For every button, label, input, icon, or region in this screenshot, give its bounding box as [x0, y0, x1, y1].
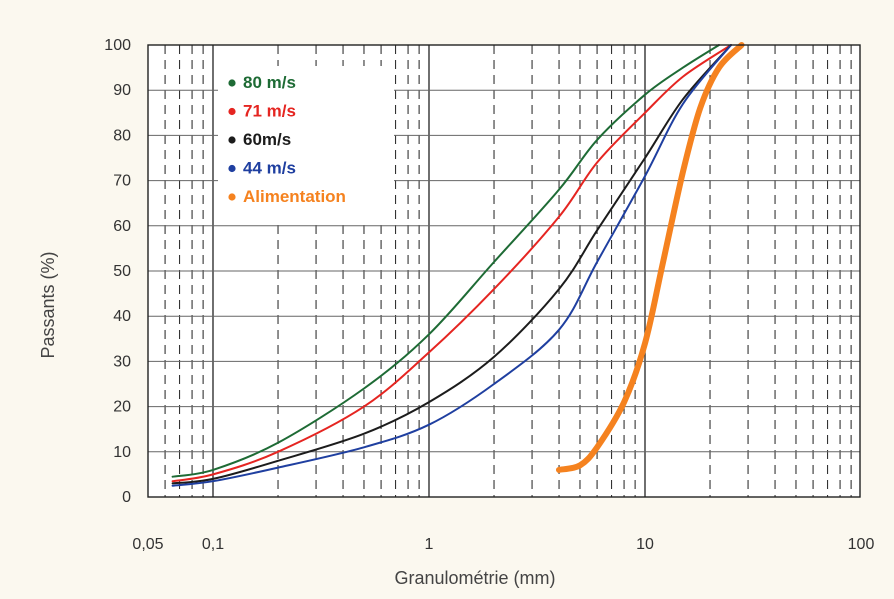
y-tick-label: 70	[113, 173, 131, 190]
y-tick-labels: 0 10 20 30 40 50 60 70 80 90 100	[104, 37, 131, 506]
legend-marker	[228, 164, 236, 173]
series-line-1	[171, 44, 720, 478]
series-line-3	[171, 44, 732, 485]
y-tick-label: 40	[113, 308, 131, 325]
y-tick-label: 90	[113, 82, 131, 99]
plot-frame	[147, 44, 861, 498]
legend-label: 80 m/s	[243, 73, 296, 92]
x-tick-label: 0,05	[132, 536, 163, 553]
series-curves	[171, 42, 745, 487]
series-line-4	[171, 44, 732, 487]
x-tick-labels: 0,05 0,1 1 10 100	[132, 536, 874, 553]
y-tick-label: 0	[122, 489, 131, 506]
legend-label: Alimentation	[243, 187, 346, 206]
legend-marker	[228, 136, 236, 144]
series-line-5	[556, 42, 745, 473]
x-tick-label: 1	[425, 536, 434, 553]
x-axis-title: Granulométrie (mm)	[394, 568, 555, 588]
legend-marker	[228, 193, 236, 201]
legend-marker	[228, 107, 236, 116]
legend-label: 44 m/s	[243, 159, 296, 178]
x-tick-label: 100	[848, 536, 875, 553]
y-tick-label: 10	[113, 444, 131, 461]
legend-label: 71 m/s	[243, 102, 296, 121]
legend-label: 60m/s	[243, 130, 291, 149]
y-tick-label: 50	[113, 263, 131, 280]
y-tick-label: 60	[113, 218, 131, 235]
series-line-2	[171, 44, 732, 483]
y-tick-label: 100	[104, 37, 131, 54]
y-tick-label: 80	[113, 127, 131, 144]
legend-marker	[228, 79, 236, 87]
y-tick-label: 30	[113, 353, 131, 370]
x-tick-label: 0,1	[202, 536, 224, 553]
y-tick-label: 20	[113, 399, 131, 416]
legend-box	[218, 66, 394, 224]
x-tick-label: 10	[636, 536, 654, 553]
y-axis-title: Passants (%)	[38, 251, 58, 358]
legend: 80 m/s 71 m/s 60m/s 44 m/s Alimentation	[218, 66, 394, 224]
